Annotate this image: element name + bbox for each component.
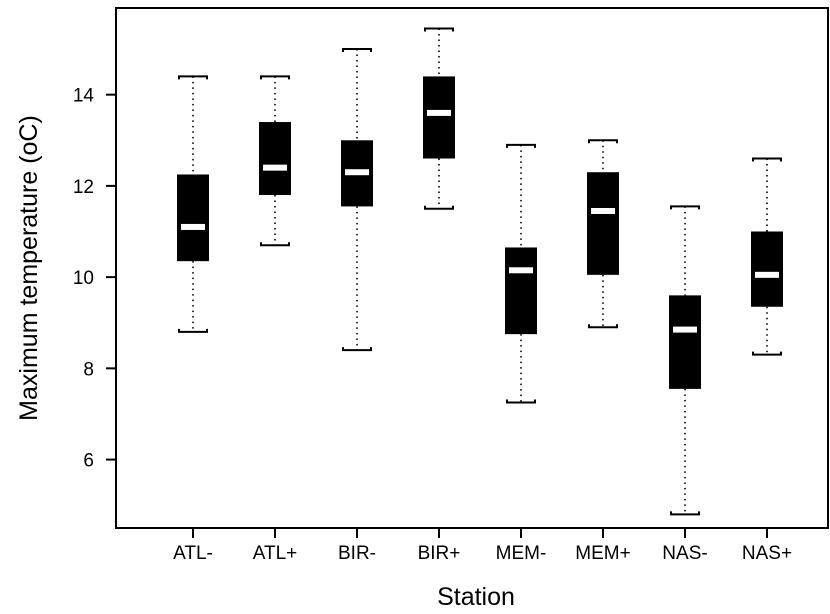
median-line	[345, 169, 369, 176]
iqr-box	[669, 295, 701, 389]
x-tick-label: ATL-	[173, 543, 213, 564]
iqr-box	[505, 247, 537, 335]
y-tick-label: 12	[73, 177, 94, 198]
min-cap	[588, 324, 618, 329]
min-cap	[424, 205, 454, 210]
box-ATL-	[177, 75, 209, 333]
max-cap	[424, 27, 454, 32]
max-cap	[588, 139, 618, 144]
y-tick-label: 10	[73, 268, 94, 289]
x-axis: ATL- ATL+ BIR- BIR+ MEM- MEM+ NAS- NAS+	[173, 528, 792, 564]
iqr-box	[587, 172, 619, 275]
max-cap	[178, 75, 208, 80]
max-cap	[260, 75, 290, 80]
boxes	[177, 27, 783, 516]
box-BIR-	[341, 48, 373, 352]
max-cap	[506, 143, 536, 148]
x-tick-label: BIR-	[338, 543, 376, 564]
box-BIR+	[423, 27, 455, 210]
median-line	[673, 326, 697, 333]
box-MEM+	[587, 139, 619, 329]
iqr-box	[259, 122, 291, 196]
min-cap	[342, 347, 372, 352]
plot-frame	[115, 7, 829, 529]
box-ATL+	[259, 75, 291, 247]
y-axis-title: Maximum temperature (oC)	[15, 115, 43, 421]
x-axis-title: Station	[437, 583, 515, 611]
median-line	[509, 267, 533, 274]
median-line	[181, 223, 205, 230]
iqr-box	[751, 231, 783, 307]
median-line	[427, 109, 451, 116]
iqr-box	[177, 174, 209, 262]
min-cap	[752, 351, 782, 356]
max-cap	[670, 205, 700, 210]
iqr-box	[423, 76, 455, 159]
x-tick-label: NAS+	[742, 543, 792, 564]
x-tick-label: NAS-	[662, 543, 707, 564]
x-tick-label: ATL+	[253, 543, 298, 564]
y-tick-label: 14	[73, 86, 95, 107]
y-tick-label: 6	[83, 451, 94, 472]
x-tick-label: BIR+	[418, 543, 461, 564]
min-cap	[260, 242, 290, 247]
box-NAS-	[669, 205, 701, 516]
median-line	[263, 164, 287, 171]
median-line	[591, 207, 615, 214]
min-cap	[178, 328, 208, 333]
max-cap	[752, 157, 782, 162]
box-MEM-	[505, 143, 537, 404]
y-axis: 6 8 10 12 14	[73, 86, 116, 472]
min-cap	[506, 399, 536, 404]
median-line	[755, 271, 779, 278]
y-tick-label: 8	[83, 359, 94, 380]
min-cap	[670, 511, 700, 516]
x-tick-label: MEM+	[575, 543, 630, 564]
x-tick-label: MEM-	[496, 543, 547, 564]
box-NAS+	[751, 157, 783, 356]
max-cap	[342, 48, 372, 53]
